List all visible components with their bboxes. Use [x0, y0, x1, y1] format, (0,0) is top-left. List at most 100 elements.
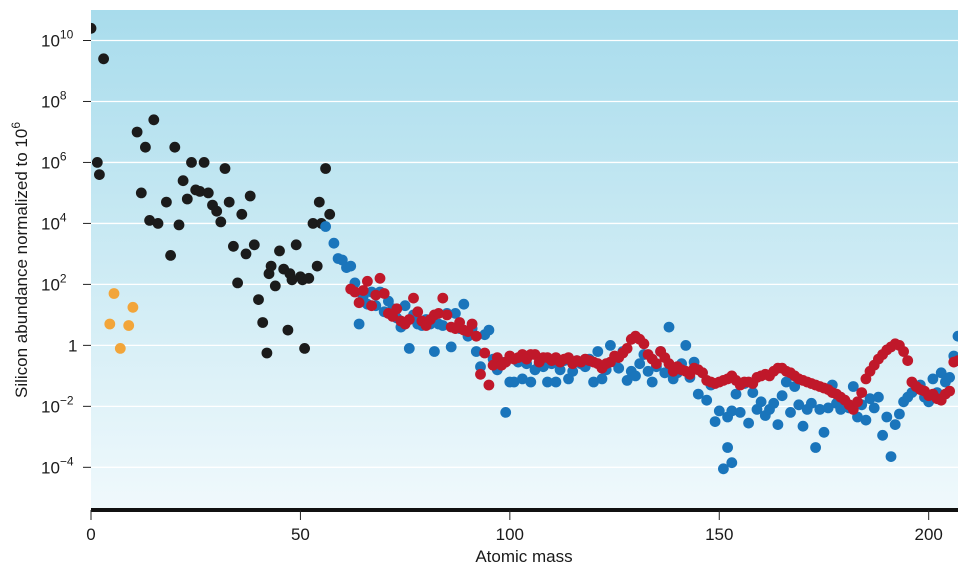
data-point	[177, 175, 189, 187]
data-point	[592, 346, 604, 357]
data-point	[638, 338, 650, 350]
data-point	[475, 368, 486, 380]
data-point	[240, 248, 252, 260]
series-3-points	[345, 272, 958, 415]
data-point	[194, 186, 206, 197]
y-tick-label: 10−4	[41, 454, 74, 477]
series-0-points	[104, 288, 139, 354]
data-point	[483, 379, 495, 391]
data-point	[508, 376, 520, 388]
data-point	[211, 205, 223, 217]
data-point	[885, 451, 897, 462]
data-point	[772, 419, 784, 430]
data-point	[630, 370, 641, 382]
data-point	[282, 324, 294, 336]
data-point	[165, 250, 177, 261]
data-point	[437, 292, 449, 304]
data-point	[605, 340, 616, 351]
x-tick-label: 200	[914, 525, 942, 544]
data-point	[613, 362, 625, 374]
data-point	[726, 457, 738, 469]
data-point	[349, 286, 361, 298]
data-point	[311, 260, 323, 272]
data-point	[374, 272, 386, 284]
data-point	[429, 346, 440, 357]
data-point	[822, 402, 834, 414]
data-point	[898, 346, 909, 357]
data-point	[412, 306, 424, 318]
x-tick-label: 100	[496, 525, 524, 544]
data-point	[873, 391, 884, 403]
data-point	[692, 388, 704, 400]
data-point	[91, 157, 103, 168]
data-point	[743, 417, 754, 429]
x-tick-label: 150	[705, 525, 733, 544]
data-point	[785, 407, 796, 418]
data-point	[797, 420, 809, 432]
data-point	[726, 405, 738, 417]
data-point	[621, 375, 633, 386]
data-point	[123, 320, 135, 331]
data-point	[542, 376, 553, 388]
data-point	[299, 343, 310, 354]
y-axis-title: Silicon abundance normalized to 106	[9, 122, 31, 398]
data-point	[269, 280, 281, 292]
data-point	[98, 53, 109, 65]
plot-background	[91, 10, 958, 510]
data-point	[952, 330, 958, 342]
data-point	[307, 218, 319, 229]
data-point	[470, 330, 482, 342]
data-point	[450, 308, 461, 319]
data-point	[864, 393, 876, 405]
data-point	[852, 396, 863, 408]
data-point	[114, 343, 126, 354]
data-point	[320, 163, 331, 174]
data-point	[161, 196, 172, 208]
data-point	[642, 365, 654, 377]
data-point	[324, 208, 336, 220]
data-point	[701, 394, 713, 406]
y-axis-ticks: 10−4 10−2 1 102 104 106 108 1010	[41, 27, 91, 477]
data-point	[847, 381, 859, 392]
data-point	[261, 347, 273, 359]
data-point	[718, 463, 729, 475]
data-point	[525, 376, 537, 388]
data-point	[470, 346, 482, 357]
data-point	[186, 157, 197, 168]
data-point	[810, 442, 821, 453]
data-point	[780, 376, 792, 388]
data-point	[403, 314, 415, 325]
x-axis-title: Atomic mass	[475, 547, 572, 566]
data-point	[313, 196, 325, 208]
data-point	[889, 419, 901, 430]
data-point	[320, 221, 331, 232]
data-point	[475, 361, 486, 373]
data-point	[554, 364, 566, 376]
data-point	[902, 355, 914, 366]
data-point	[927, 373, 939, 385]
y-tick-label: 1	[68, 336, 77, 355]
data-point	[768, 397, 780, 409]
data-point	[257, 317, 269, 328]
data-point	[596, 373, 608, 385]
data-point	[445, 341, 457, 353]
data-point	[755, 396, 767, 408]
series-1-points	[91, 22, 336, 359]
data-point	[173, 219, 185, 231]
data-points	[91, 22, 958, 475]
data-point	[286, 274, 298, 286]
data-point	[793, 399, 805, 411]
data-point	[634, 358, 646, 370]
data-point	[588, 376, 599, 388]
y-tick-label: 1010	[41, 27, 74, 50]
data-point	[458, 298, 470, 310]
data-point	[223, 196, 235, 208]
data-point	[550, 376, 562, 388]
data-point	[894, 408, 905, 420]
data-point	[403, 343, 415, 354]
data-point	[680, 340, 692, 351]
data-point	[127, 301, 139, 313]
data-point	[659, 367, 671, 379]
data-point	[663, 321, 675, 333]
data-point	[500, 407, 512, 418]
